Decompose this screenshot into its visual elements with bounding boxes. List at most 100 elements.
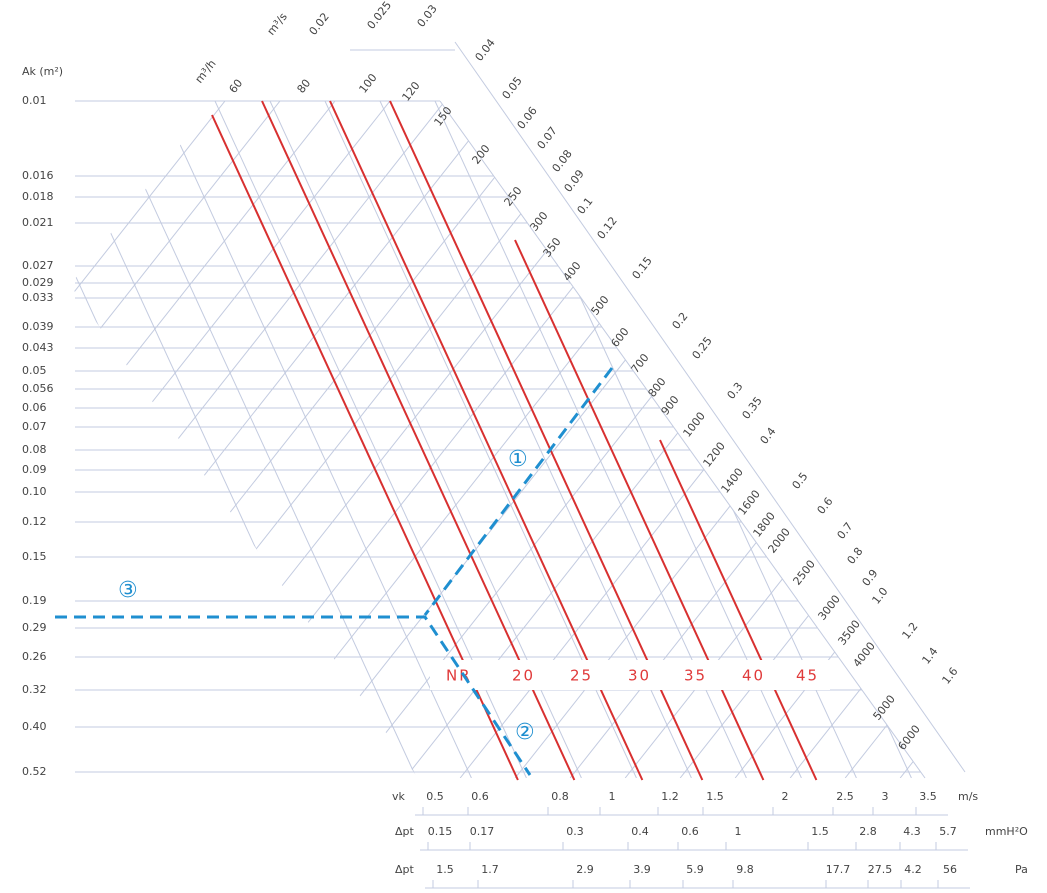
nr-title: NR bbox=[446, 667, 472, 685]
area-label: 0.07 bbox=[22, 420, 47, 433]
lattice-line bbox=[70, 101, 446, 778]
scale-label: 0.6 bbox=[471, 790, 489, 803]
area-label: 0.033 bbox=[22, 291, 54, 304]
area-label: 0.016 bbox=[22, 169, 54, 182]
area-label: 0.15 bbox=[22, 550, 47, 563]
flow-label: 0.35 bbox=[739, 394, 764, 421]
step-marker: ② bbox=[515, 720, 535, 745]
scale-label: 9.8 bbox=[736, 863, 754, 876]
step-marker: ③ bbox=[118, 578, 138, 603]
area-label: 0.043 bbox=[22, 341, 54, 354]
scale-label: 0.17 bbox=[470, 825, 495, 838]
area-label: 0.09 bbox=[22, 463, 47, 476]
scale-label: 56 bbox=[943, 863, 957, 876]
area-label: 0.029 bbox=[22, 276, 54, 289]
scale-label: 2 bbox=[782, 790, 789, 803]
flow-label: 2000 bbox=[765, 526, 792, 556]
flow-label: 1000 bbox=[680, 410, 707, 440]
scale-unit: Pa bbox=[1015, 863, 1028, 876]
grid-edge bbox=[439, 100, 926, 779]
flow-unit: m³/h bbox=[192, 57, 218, 85]
scale-label: 5.7 bbox=[939, 825, 957, 838]
flow-label: 0.08 bbox=[549, 147, 574, 174]
lattice-line bbox=[819, 101, 925, 778]
scale-label: 1.5 bbox=[706, 790, 724, 803]
flow-label: 0.12 bbox=[594, 214, 619, 241]
area-label: 0.056 bbox=[22, 382, 54, 395]
flow-label: 0.1 bbox=[574, 195, 595, 217]
scale-label: 4.3 bbox=[903, 825, 921, 838]
flow-label: 0.04 bbox=[472, 36, 497, 63]
flow-label: 0.05 bbox=[499, 74, 524, 101]
scale-label: 2.5 bbox=[836, 790, 854, 803]
area-label: 0.01 bbox=[22, 94, 47, 107]
area-label: 0.52 bbox=[22, 765, 47, 778]
axis-title: Ak (m²) bbox=[22, 65, 63, 78]
flow-label: 2500 bbox=[790, 558, 817, 588]
nr-label: 45 bbox=[796, 667, 819, 685]
area-lines bbox=[75, 100, 921, 773]
lattice-line bbox=[955, 101, 1047, 778]
flow-label: 0.15 bbox=[629, 254, 654, 281]
scale-label: 1.2 bbox=[661, 790, 679, 803]
nr-label: 20 bbox=[512, 667, 535, 685]
flow-label: 400 bbox=[560, 259, 583, 284]
labels: Ak (m²)0.010.0160.0180.0210.0270.0290.03… bbox=[22, 0, 1028, 889]
flow-label: 1200 bbox=[700, 440, 727, 470]
lattice-line bbox=[70, 101, 336, 778]
nr-label: 25 bbox=[570, 667, 593, 685]
flow-axis bbox=[454, 41, 966, 773]
flow-label: 0.03 bbox=[414, 2, 439, 29]
scale-label: 5.9 bbox=[686, 863, 704, 876]
lattice-line bbox=[70, 101, 226, 778]
flow-label: 1.0 bbox=[869, 585, 890, 607]
flow-label: 1.6 bbox=[939, 665, 960, 687]
nr-line bbox=[514, 239, 765, 781]
scale-label: 4.2 bbox=[904, 863, 922, 876]
flow-label: 3000 bbox=[815, 593, 842, 623]
scale-label: 1 bbox=[609, 790, 616, 803]
flow-label: 3500 bbox=[835, 618, 862, 648]
scale-label: 17.7 bbox=[826, 863, 851, 876]
nr-label: 40 bbox=[742, 667, 765, 685]
area-label: 0.12 bbox=[22, 515, 47, 528]
flow-label: 0.4 bbox=[757, 425, 778, 447]
flow-label: 0.06 bbox=[514, 104, 539, 131]
area-label: 0.29 bbox=[22, 621, 47, 634]
area-label: 0.05 bbox=[22, 364, 47, 377]
flow-label: 0.8 bbox=[844, 545, 865, 567]
scale-label: 2.9 bbox=[576, 863, 594, 876]
area-label: 0.40 bbox=[22, 720, 47, 733]
flow-label: 300 bbox=[527, 209, 550, 234]
area-label: 0.021 bbox=[22, 216, 54, 229]
nr-label: 30 bbox=[628, 667, 651, 685]
scale-unit: m/s bbox=[958, 790, 978, 803]
scale-label: 0.15 bbox=[428, 825, 453, 838]
flow-label: 250 bbox=[501, 184, 524, 209]
flow-label: 0.02 bbox=[306, 10, 331, 37]
flow-label: 100 bbox=[356, 71, 379, 96]
lattice-line bbox=[874, 101, 925, 778]
scale-title: Δpt bbox=[395, 825, 415, 838]
flow-label: 120 bbox=[399, 79, 422, 104]
scale-label: 0.8 bbox=[551, 790, 569, 803]
step-marker: ① bbox=[508, 447, 528, 472]
area-label: 0.06 bbox=[22, 401, 47, 414]
lattice-line bbox=[70, 101, 391, 778]
nr-line bbox=[659, 439, 818, 781]
flow-label: 500 bbox=[588, 293, 611, 318]
area-label: 0.26 bbox=[22, 650, 47, 663]
scale-label: 1.7 bbox=[481, 863, 499, 876]
scale-label: 1 bbox=[735, 825, 742, 838]
flow-label: 0.5 bbox=[789, 470, 810, 492]
flow-label: 4000 bbox=[850, 640, 877, 670]
scale-label: 27.5 bbox=[868, 863, 893, 876]
area-label: 0.08 bbox=[22, 443, 47, 456]
flow-label: 0.9 bbox=[859, 567, 880, 589]
scale-label: 3 bbox=[882, 790, 889, 803]
flow-label: 0.09 bbox=[561, 167, 586, 194]
lattice-line bbox=[70, 101, 116, 778]
flow-label: 0.6 bbox=[814, 495, 835, 517]
scale-label: 0.3 bbox=[566, 825, 584, 838]
flow-label: 900 bbox=[658, 393, 681, 418]
